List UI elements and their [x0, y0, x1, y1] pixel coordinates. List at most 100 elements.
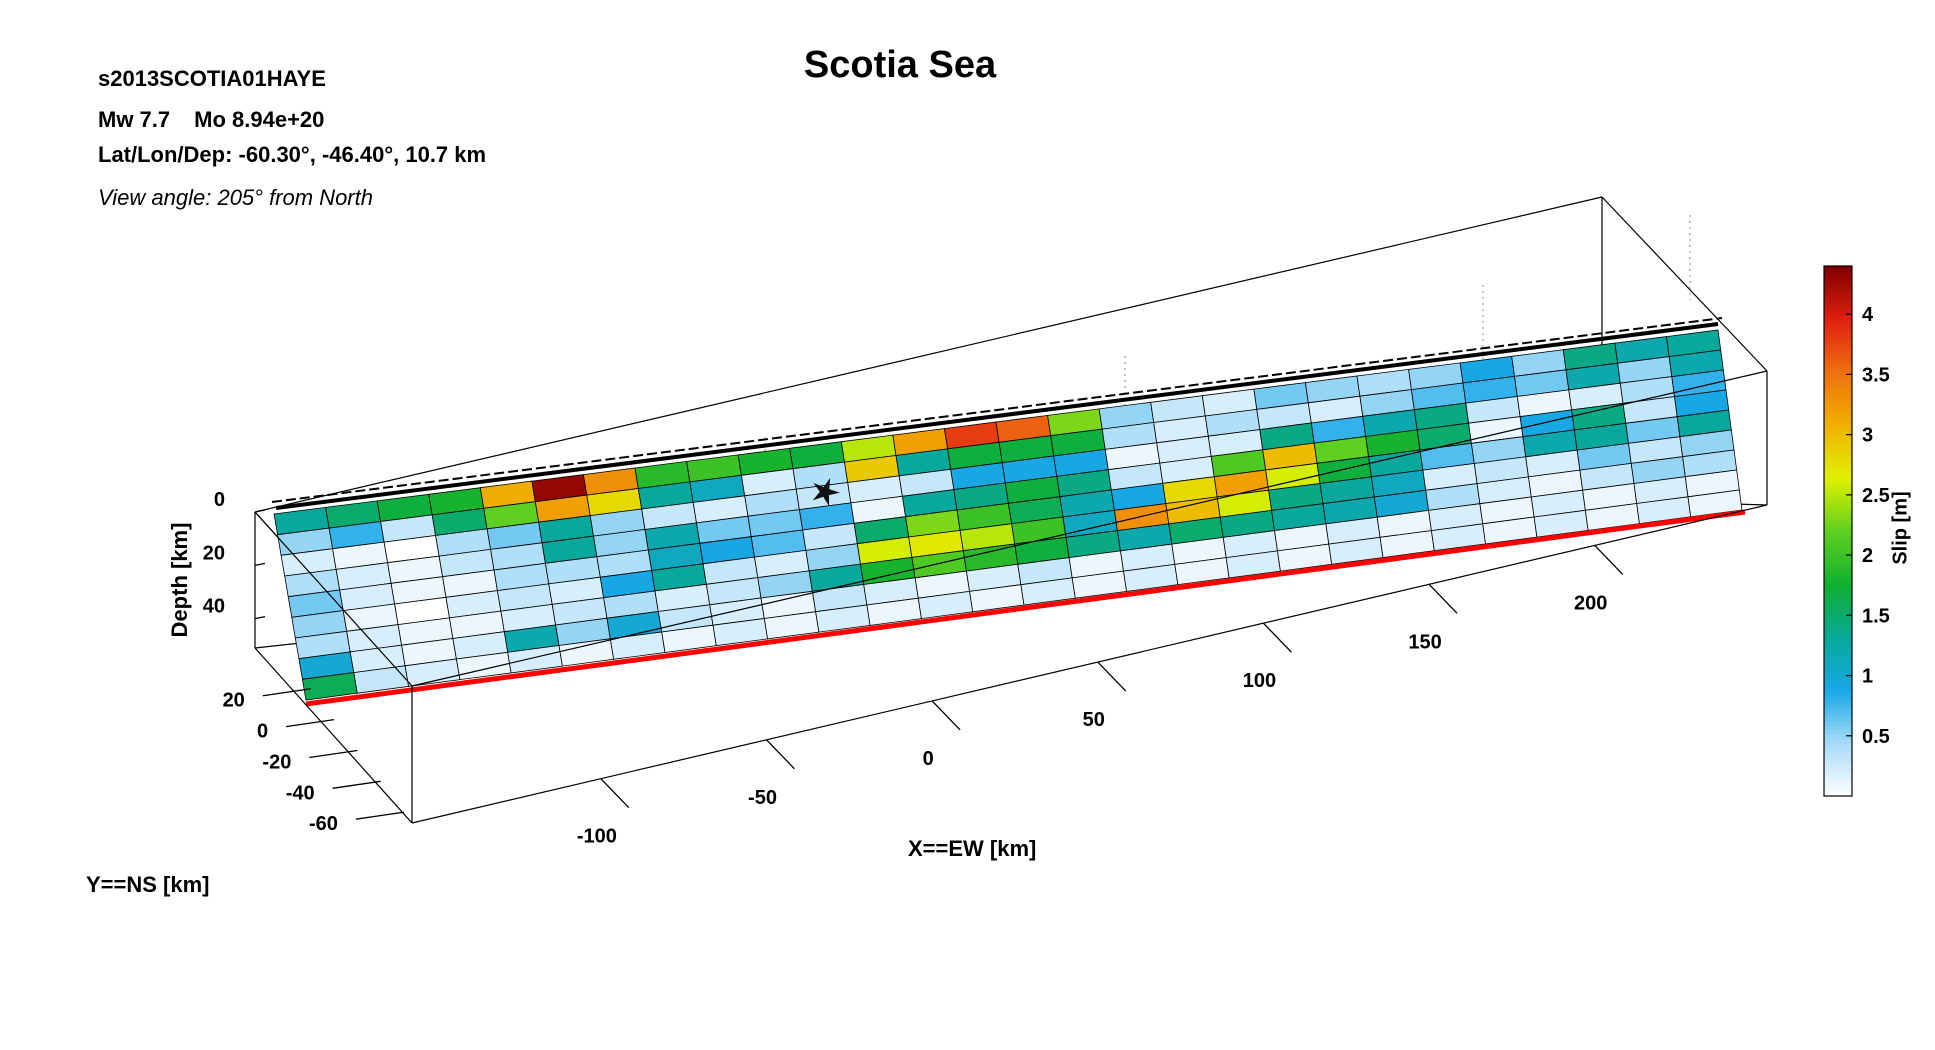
colorbar-step — [1824, 513, 1852, 519]
colorbar-step — [1824, 676, 1852, 682]
colorbar-step — [1824, 442, 1852, 448]
colorbar-step — [1824, 522, 1852, 528]
depth-tick — [254, 562, 266, 566]
colorbar-step — [1824, 672, 1852, 678]
colorbar-step — [1824, 385, 1852, 391]
colorbar-step — [1824, 504, 1852, 510]
x-tick — [931, 700, 961, 731]
depth-tick-label: 40 — [203, 596, 225, 618]
colorbar-tick-label: 2 — [1862, 545, 1873, 567]
colorbar-frame — [1823, 265, 1853, 797]
colorbar-tick-label: 4 — [1862, 304, 1874, 326]
x-tick-label: 0 — [923, 748, 934, 770]
colorbar-step — [1824, 341, 1852, 347]
y-tick — [332, 780, 381, 789]
colorbar-step — [1824, 345, 1852, 351]
colorbar-step — [1824, 517, 1852, 523]
colorbar-step — [1824, 349, 1852, 355]
depth-tick-label: 20 — [203, 542, 225, 564]
y-tick — [355, 811, 404, 820]
colorbar-step — [1824, 420, 1852, 426]
y-tick — [285, 718, 335, 728]
colorbar-step — [1824, 557, 1852, 563]
colorbar-step — [1824, 659, 1852, 665]
colorbar-step — [1824, 769, 1852, 775]
moment-value: Mo 8.94e+20 — [194, 107, 325, 132]
colorbar-step — [1824, 778, 1852, 784]
fault-top-trace — [275, 322, 1719, 510]
x-tick — [600, 778, 630, 809]
y-tick-label: -20 — [262, 751, 291, 773]
colorbar-tick-label: 2.5 — [1862, 485, 1890, 507]
colorbar-step — [1824, 402, 1852, 408]
colorbar-step — [1824, 469, 1852, 475]
colorbar-step — [1824, 685, 1852, 691]
depth-tick — [254, 509, 266, 513]
colorbar-step — [1824, 491, 1852, 497]
x-tick-label: 150 — [1408, 631, 1441, 653]
colorbar-step — [1824, 274, 1852, 280]
colorbar-step — [1824, 734, 1852, 740]
colorbar-step — [1824, 548, 1852, 554]
colorbar-step — [1824, 703, 1852, 709]
colorbar-tick-label: 1 — [1862, 666, 1873, 688]
x-tick-label: -100 — [577, 826, 617, 848]
colorbar-step — [1824, 584, 1852, 590]
colorbar-step — [1824, 455, 1852, 461]
colorbar-step — [1824, 495, 1852, 501]
colorbar-step — [1824, 367, 1852, 373]
colorbar-step — [1824, 372, 1852, 378]
colorbar-step — [1824, 694, 1852, 700]
colorbar-step — [1824, 601, 1852, 607]
colorbar-step — [1824, 433, 1852, 439]
colorbar-step — [1824, 650, 1852, 656]
colorbar-step — [1824, 787, 1852, 793]
colorbar-step — [1824, 707, 1852, 713]
colorbar-step — [1824, 597, 1852, 603]
colorbar-step — [1824, 270, 1852, 276]
box-edge-back-1 — [1601, 196, 1768, 372]
colorbar-step — [1824, 641, 1852, 647]
colorbar-tick-label: 1.5 — [1862, 605, 1890, 627]
y-tick-label: 0 — [257, 721, 268, 743]
colorbar-step — [1824, 760, 1852, 766]
y-tick-label: 20 — [223, 690, 245, 712]
view-angle-line: View angle: 205° from North — [98, 185, 373, 210]
colorbar-step — [1824, 588, 1852, 594]
colorbar-step — [1824, 690, 1852, 696]
colorbar-step — [1824, 283, 1852, 289]
colorbar-step — [1824, 398, 1852, 404]
y-tick-label: -60 — [309, 813, 338, 835]
colorbar-step — [1824, 725, 1852, 731]
box-edge-front-3 — [411, 370, 1768, 687]
colorbar-step — [1824, 407, 1852, 413]
colorbar-step — [1824, 380, 1852, 386]
colorbar-step — [1824, 606, 1852, 612]
colorbar-step — [1824, 314, 1852, 320]
hypocenter-star-icon — [812, 478, 840, 507]
colorbar-step — [1824, 305, 1852, 311]
colorbar-step — [1824, 354, 1852, 360]
colorbar-step — [1824, 438, 1852, 444]
fault-slip-patches — [271, 317, 1746, 707]
x-tick — [1262, 622, 1292, 653]
colorbar-step — [1824, 614, 1852, 620]
colorbar-tick-label: 3.5 — [1862, 364, 1890, 386]
colorbar-step — [1824, 539, 1852, 545]
chart-title: Scotia Sea — [803, 44, 997, 86]
box-edge-back-0 — [254, 196, 1603, 513]
colorbar-step — [1824, 782, 1852, 788]
colorbar-step — [1824, 332, 1852, 338]
colorbar-step — [1824, 327, 1852, 333]
colorbar-step — [1824, 645, 1852, 651]
colorbar-step — [1824, 535, 1852, 541]
depth-axis-label: Depth [km] — [167, 522, 192, 638]
colorbar-step — [1824, 756, 1852, 762]
depth-tick — [254, 616, 266, 620]
colorbar-step — [1824, 464, 1852, 470]
colorbar-step — [1824, 570, 1852, 576]
colorbar-step — [1824, 791, 1852, 797]
x-tick-label: 100 — [1243, 670, 1276, 692]
box-edge-front-0 — [254, 511, 413, 687]
